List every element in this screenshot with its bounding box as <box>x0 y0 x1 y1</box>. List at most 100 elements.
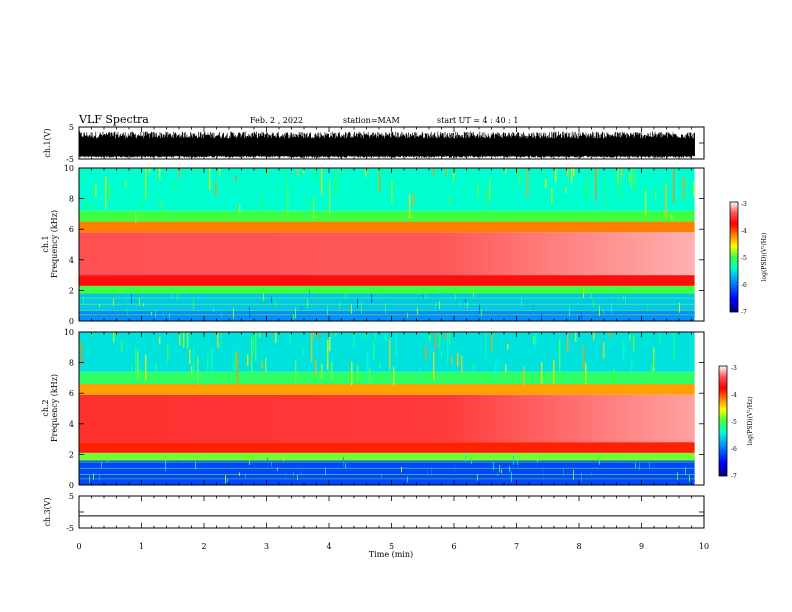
spectrogram-streak <box>533 336 535 344</box>
spectrogram-streak <box>631 358 633 372</box>
spectrogram-streak <box>177 460 178 467</box>
spectrogram-band <box>79 221 695 233</box>
spectrogram-streak <box>671 214 673 220</box>
spectrogram-streak <box>431 466 432 477</box>
spectrogram-streak <box>285 168 287 182</box>
spectrogram-streak <box>179 332 181 345</box>
spectrogram-streak <box>587 168 589 201</box>
spectrogram-streak <box>243 372 245 382</box>
spectrogram-streak <box>95 184 97 197</box>
spectrogram-streak <box>93 202 95 219</box>
spectrogram-streak <box>441 291 442 300</box>
spectrogram-streak <box>125 180 127 188</box>
spectrogram-streak <box>505 364 507 373</box>
spectrogram-streak <box>287 183 289 218</box>
spectrogram-streak <box>335 332 337 337</box>
spectrogram-streak <box>377 168 379 198</box>
spectrogram-streak <box>195 168 197 174</box>
spectrogram-streak <box>371 294 372 303</box>
spectrogram-streak <box>157 194 159 207</box>
spectrogram-streak <box>635 168 637 191</box>
spectrogram-streak <box>461 355 463 373</box>
spectrogram-streak <box>295 360 297 384</box>
spectrogram-intensity-overlay <box>79 232 695 276</box>
spectrogram-streak <box>675 471 676 476</box>
spectrogram-streak <box>277 467 278 471</box>
spectrogram-streak <box>647 304 648 312</box>
spectrogram-streak <box>447 332 449 363</box>
time-tick-label: 2 <box>201 542 206 551</box>
spectrogram-streak <box>381 474 382 479</box>
spectrogram-streak <box>541 312 542 319</box>
spectrogram-streak <box>139 366 141 377</box>
spectrogram-streak <box>465 298 466 303</box>
spectrogram-streak <box>621 168 623 178</box>
spectrogram-streak <box>145 168 147 200</box>
spectrogram-streak <box>603 308 604 314</box>
spectrogram-streak <box>629 332 631 340</box>
time-axis-label: Time (min) <box>369 550 413 559</box>
spectrogram-streak <box>119 308 120 316</box>
spectrogram-streak <box>357 297 358 309</box>
spectrogram-streak <box>227 478 228 483</box>
spectrogram-streak <box>495 363 497 379</box>
frequency-tick-label: 0 <box>69 317 74 326</box>
spectrogram-streak <box>673 169 675 204</box>
spectrogram-streak <box>449 332 451 345</box>
spectrogram-streak <box>605 177 607 213</box>
time-tick-label: 6 <box>451 542 456 551</box>
spectrogram-streak <box>613 368 615 383</box>
spectrogram-streak <box>367 168 369 190</box>
spectrogram-streak <box>585 186 587 196</box>
spectrogram-streak <box>159 337 161 345</box>
cbar1-tick-m3: -3 <box>741 201 747 208</box>
spectrogram-streak <box>351 361 353 386</box>
spectrogram-streak <box>99 473 100 482</box>
spectrogram-streak <box>167 344 169 362</box>
spectrogram-streak <box>369 368 371 384</box>
date-label: Feb. 2 , 2022 <box>250 116 303 125</box>
ch1-waveform-ticks <box>78 127 705 159</box>
spectrogram-streak <box>277 185 279 192</box>
spectrogram-streak <box>493 176 495 209</box>
spectrogram-streak <box>335 172 337 197</box>
spectrogram-streak <box>631 168 633 189</box>
spectrogram-streak <box>417 307 418 316</box>
spectrogram-streak <box>361 302 362 313</box>
spectrogram-streak <box>393 168 395 176</box>
spectrogram-streak <box>563 468 564 476</box>
start-time-label: start UT = 4 : 40 : 1 <box>437 116 518 125</box>
spectrogram-streak <box>177 293 178 301</box>
ch1-waveform-panel: 5 -5 ch.1(V) <box>43 123 705 164</box>
spectrogram-streak <box>163 307 164 317</box>
spectrogram-streak <box>345 292 346 299</box>
spectrogram-streak <box>439 301 440 310</box>
spectrogram-streak <box>553 359 555 385</box>
spectrogram-streak <box>599 456 600 465</box>
ch2-spectrogram-image <box>79 332 695 485</box>
spectrogram-streak <box>639 299 640 306</box>
spectrogram-streak <box>81 342 83 366</box>
spectrogram-streak <box>87 201 89 210</box>
spectrogram-streak <box>385 302 386 314</box>
spectrogram-streak <box>441 352 443 358</box>
spectrogram-streak <box>233 307 234 319</box>
spectrogram-band <box>79 371 695 385</box>
spectrogram-streak <box>155 309 156 318</box>
spectrogram-streak <box>427 470 428 477</box>
spectrogram-streak <box>533 304 534 313</box>
spectrogram-streak <box>357 364 359 381</box>
time-tick-label: 10 <box>699 542 709 551</box>
spectrogram-band <box>79 310 695 321</box>
spectrogram-streak <box>395 180 397 195</box>
spectrogram-streak <box>425 290 426 299</box>
spectrogram-streak <box>143 303 144 307</box>
time-tick-label: 5 <box>389 542 394 551</box>
spectrogram-streak <box>245 474 246 479</box>
spectrogram-streak <box>321 168 323 195</box>
spectrogram-streak <box>617 455 618 461</box>
spectrogram-streak <box>329 179 331 215</box>
spectrogram-streak <box>457 353 459 367</box>
spectrogram-streak <box>105 176 107 210</box>
